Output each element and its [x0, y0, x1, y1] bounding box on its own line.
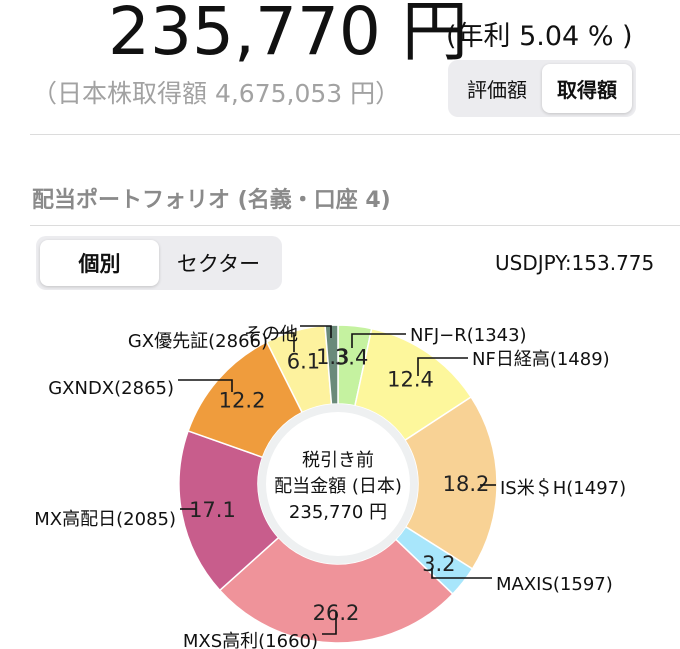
slice-value-label: 3.4 — [335, 346, 368, 370]
slice-category-label: GX優先証(2866) — [128, 331, 268, 352]
toggle-option-acquisition[interactable]: 取得額 — [542, 64, 632, 113]
fx-rate-text: USDJPY:153.775 — [495, 251, 655, 275]
leader-line — [270, 332, 295, 352]
section-title: 配当ポートフォリオ (名義・口座 4) — [32, 188, 391, 213]
donut-center-inner — [266, 412, 410, 556]
slice-value-label: 12.4 — [387, 368, 434, 392]
center-line-2: 配当金額 (日本) — [274, 476, 402, 497]
leader-line — [178, 379, 233, 392]
slice-category-label: GXNDX(2865) — [48, 378, 174, 399]
dividend-donut-chart: 税引き前 配当金額 (日本) 235,770 円 3.412.418.23.22… — [34, 324, 626, 649]
leader-line — [431, 568, 492, 579]
divider — [30, 134, 680, 135]
tab-individual[interactable]: 個別 — [40, 240, 159, 286]
annual-yield-text: (年利 5.04 % ) — [446, 21, 633, 52]
slice-value-label: 6.1 — [287, 350, 320, 374]
slice-value-label: 1.3 — [316, 345, 349, 369]
slice-category-label: MXS高利(1660) — [183, 631, 318, 649]
slice-category-label: その他 — [244, 324, 298, 345]
view-mode-toggle: 個別 セクター — [36, 236, 282, 290]
tab-sector[interactable]: セクター — [176, 252, 261, 276]
leader-line — [322, 612, 337, 635]
slice-category-label: NF日経高(1489) — [472, 349, 610, 370]
slice-value-label: 18.2 — [443, 472, 490, 496]
leader-line — [351, 333, 406, 348]
center-line-3: 235,770 円 — [289, 502, 387, 523]
slice-value-label: 3.2 — [422, 552, 455, 576]
slice-value-label: 12.2 — [219, 388, 266, 412]
center-line-1: 税引き前 — [302, 450, 374, 471]
slice-category-label: MX高配日(2085) — [34, 509, 176, 530]
slice-value-label: 17.1 — [189, 498, 236, 522]
divider — [30, 225, 680, 226]
value-basis-toggle: 評価額 取得額 — [448, 60, 636, 117]
toggle-option-valuation[interactable]: 評価額 — [467, 78, 527, 102]
leader-line — [300, 325, 332, 338]
slice-category-label: NFJ−R(1343) — [410, 325, 527, 346]
total-dividend-amount: 235,770 円 — [108, 0, 468, 70]
slice-category-label: MAXIS(1597) — [496, 574, 613, 595]
leader-line — [417, 357, 468, 376]
slice-category-label: IS米＄H(1497) — [500, 478, 626, 499]
acquisition-amount-text: （日本株取得額 4,675,053 円） — [32, 79, 401, 108]
